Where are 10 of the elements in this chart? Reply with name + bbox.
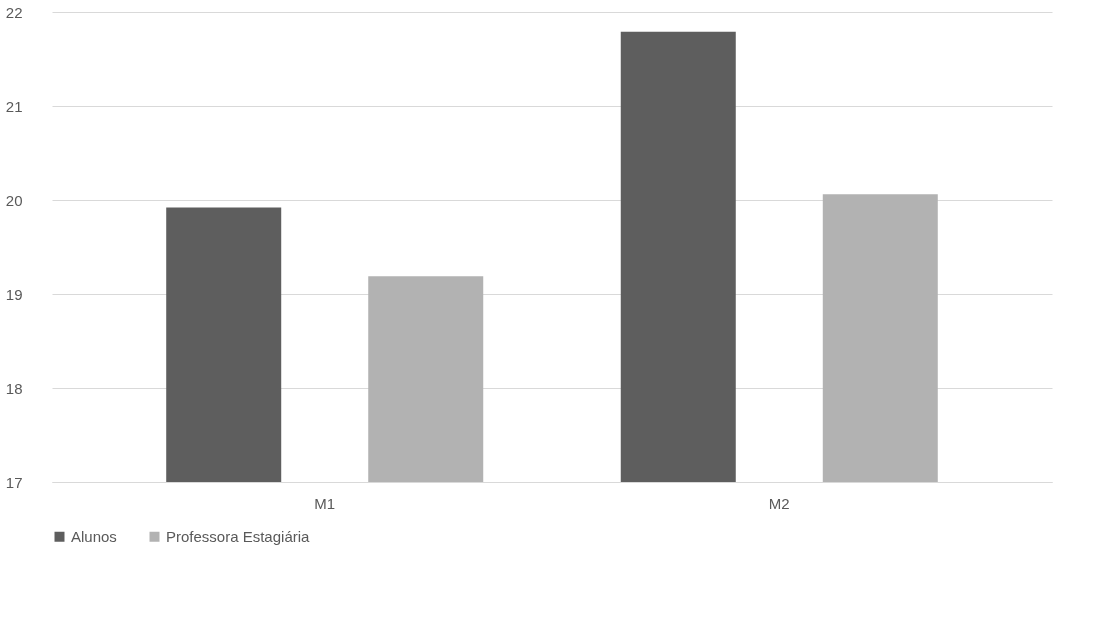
x-tick-label: M2 [768, 494, 790, 512]
x-tick-label: M1 [314, 494, 336, 512]
y-tick-label: 19 [5, 285, 23, 303]
y-tick-label: 22 [5, 3, 23, 21]
legend-label: Professora Estagiária [166, 527, 311, 545]
legend-label: Alunos [71, 527, 117, 545]
y-tick-label: 20 [5, 191, 23, 209]
y-tick-label: 21 [5, 97, 23, 115]
y-tick-label: 18 [5, 379, 23, 397]
y-tick-label: 17 [5, 473, 23, 491]
